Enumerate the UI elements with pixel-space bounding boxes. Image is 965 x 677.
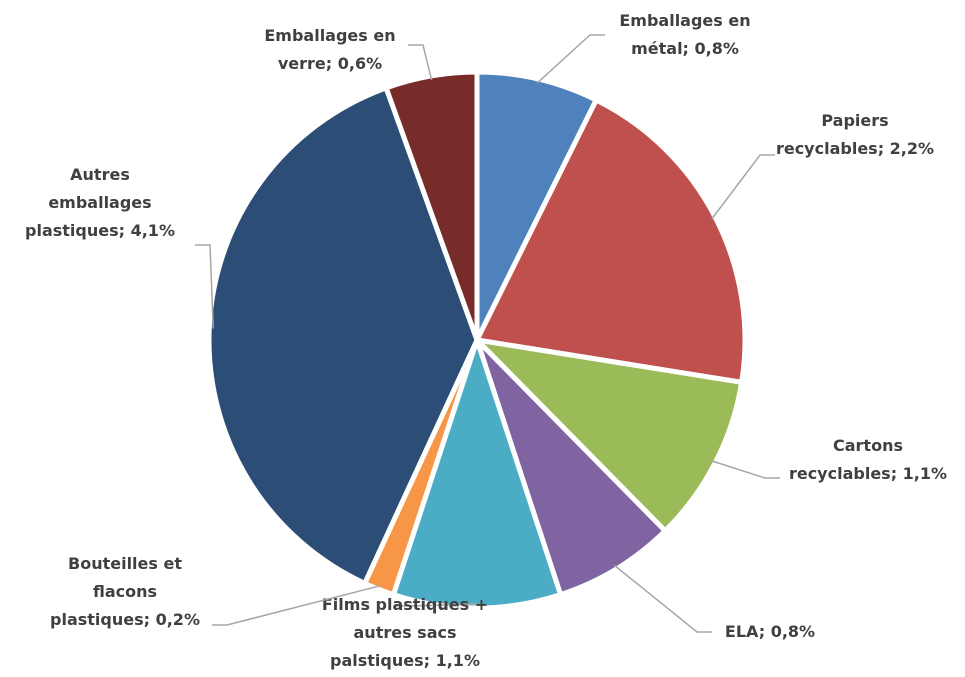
pie-slice — [474, 338, 669, 598]
data-label: Films plastiques + autres sacs palstiques;… — [322, 595, 488, 670]
data-label: Autres emballages plastiques; 4,1% — [25, 165, 175, 240]
pie-slice — [390, 331, 564, 611]
leader-line — [195, 244, 214, 329]
leader-line — [395, 603, 478, 607]
pie-slice — [474, 69, 600, 342]
leader-line — [711, 154, 775, 220]
leader-line — [408, 44, 433, 81]
pie-slice — [206, 84, 480, 587]
leader-line — [212, 584, 381, 626]
data-label: ELA; 0,8% — [725, 622, 815, 641]
data-label: Bouteilles et flacons plastiques; 0,2% — [50, 554, 200, 629]
pie-slice — [473, 96, 748, 386]
data-label: Emballages en verre; 0,6% — [264, 26, 395, 73]
leader-line — [613, 564, 712, 633]
data-label: Cartons recyclables; 1,1% — [789, 436, 947, 483]
data-label: Emballages en métal; 0,8% — [619, 11, 750, 58]
leader-line — [711, 460, 780, 479]
leader-line — [536, 34, 605, 84]
data-label: Papiers recyclables; 2,2% — [776, 111, 934, 158]
